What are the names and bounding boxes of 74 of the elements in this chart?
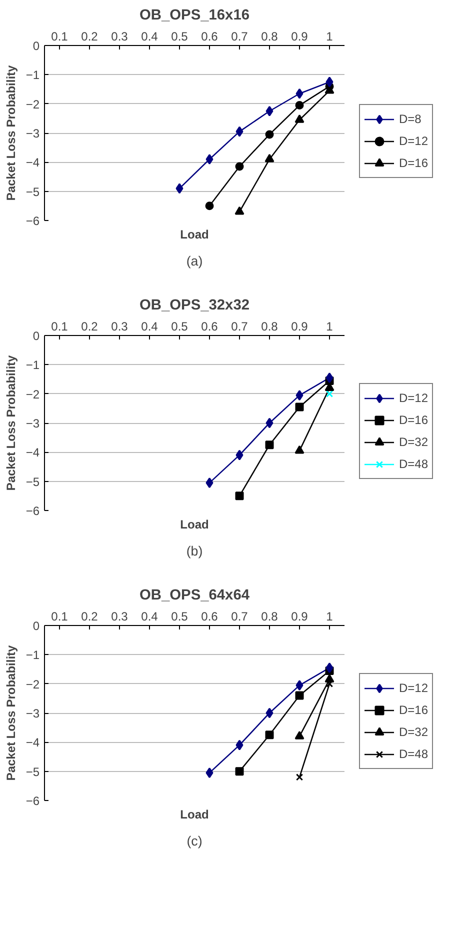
x-tick-label: 0.3 [111, 30, 128, 44]
x-tick-label: 0.9 [291, 30, 308, 44]
x-tick-label: 1 [326, 320, 334, 334]
y-tick-label: −1 [26, 648, 40, 662]
y-tick-label: 0 [32, 39, 40, 53]
text: (c) [186, 834, 202, 848]
legend-label: D=8 [399, 112, 422, 126]
x-tick-label: 0.5 [171, 30, 188, 44]
x-tick-label: 0.1 [51, 30, 68, 44]
y-tick-label: −3 [26, 706, 40, 720]
y-tick-label: −2 [26, 387, 40, 402]
x-axis-title: Load [180, 228, 209, 242]
y-tick-label: −2 [26, 677, 40, 692]
y-tick-label: −1 [26, 68, 40, 82]
x-axis-title: Load [180, 518, 209, 532]
legend-label: D=32 [399, 725, 428, 739]
y-axis-title: Packet Loss Probability [4, 354, 18, 491]
y-tick-label: 0 [32, 329, 40, 343]
y-tick-label: −5 [26, 184, 40, 199]
y-tick-label: −3 [26, 126, 40, 140]
x-tick-label: 0.6 [201, 610, 218, 624]
text: (a) [186, 254, 203, 268]
x-tick-label: 0.8 [261, 610, 278, 624]
x-tick-label: 0.3 [111, 320, 128, 334]
x-tick-label: 0.7 [231, 610, 248, 624]
legend-label: D=12 [399, 134, 428, 148]
chart-title: OB_OPS_16x16 [140, 8, 250, 24]
y-tick-label: −6 [26, 504, 40, 518]
y-tick-label: −6 [26, 794, 40, 808]
legend-label: D=16 [399, 156, 428, 170]
legend-label: D=12 [399, 681, 428, 695]
x-tick-label: 0.8 [261, 320, 278, 334]
x-tick-label: 0.2 [81, 610, 98, 624]
y-axis-title: Packet Loss Probability [4, 64, 18, 201]
x-tick-label: 0.8 [261, 30, 278, 44]
y-tick-label: −5 [26, 764, 40, 779]
y-axis-title: Packet Loss Probability [4, 644, 18, 781]
legend-label: D=48 [399, 457, 428, 471]
x-tick-label: 0.3 [111, 610, 128, 624]
y-tick-label: −2 [26, 97, 40, 112]
legend-label: D=16 [399, 413, 428, 427]
x-tick-label: 0.2 [81, 30, 98, 44]
y-tick-label: −4 [26, 156, 40, 170]
y-tick-label: −4 [26, 736, 40, 750]
x-axis-title: Load [180, 808, 209, 822]
x-tick-label: 0.4 [141, 610, 158, 624]
x-tick-label: 0.9 [291, 610, 308, 624]
x-tick-label: 0.1 [51, 320, 68, 334]
x-tick-label: 0.6 [201, 320, 218, 334]
x-tick-label: 0.5 [171, 610, 188, 624]
legend-label: D=32 [399, 435, 428, 449]
x-tick-label: 0.1 [51, 610, 68, 624]
y-tick-label: −3 [26, 416, 40, 430]
legend-label: D=12 [399, 391, 428, 405]
y-tick-label: −1 [26, 358, 40, 372]
y-tick-label: 0 [32, 619, 40, 633]
x-tick-label: 0.4 [141, 30, 158, 44]
x-tick-label: 0.6 [201, 30, 218, 44]
x-tick-label: 0.7 [231, 320, 248, 334]
chart-title: OB_OPS_64x64 [140, 588, 250, 604]
text: (b) [186, 544, 203, 558]
x-tick-label: 1 [326, 30, 334, 44]
x-tick-label: 0.9 [291, 320, 308, 334]
x-tick-label: 1 [326, 610, 334, 624]
x-tick-label: 0.5 [171, 320, 188, 334]
legend-label: D=16 [399, 703, 428, 717]
y-tick-label: −6 [26, 214, 40, 228]
chart-title: OB_OPS_32x32 [140, 298, 250, 314]
x-tick-label: 0.4 [141, 320, 158, 334]
y-tick-label: −4 [26, 446, 40, 460]
y-tick-label: −5 [26, 474, 40, 489]
x-tick-label: 0.2 [81, 320, 98, 334]
legend-label: D=48 [399, 747, 428, 761]
x-tick-label: 0.7 [231, 30, 248, 44]
